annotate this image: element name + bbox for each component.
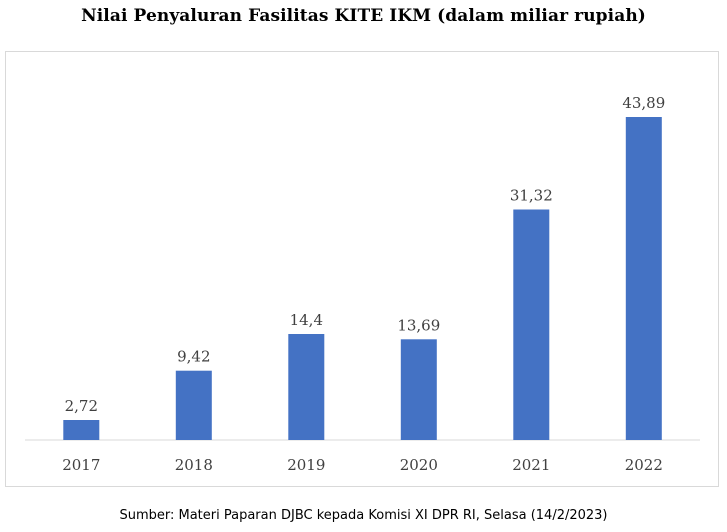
data-label-2022: 43,89 — [622, 94, 665, 112]
x-tick-label-2020: 2020 — [400, 456, 438, 474]
x-tick-label-2019: 2019 — [287, 456, 325, 474]
x-tick-label-2017: 2017 — [62, 456, 100, 474]
bar-2017 — [63, 420, 100, 440]
data-label-2018: 9,42 — [177, 348, 210, 366]
x-tick-label-2021: 2021 — [512, 456, 550, 474]
x-tick-label-2018: 2018 — [175, 456, 213, 474]
bar-2019 — [288, 334, 325, 440]
bar-2020 — [400, 339, 437, 440]
bar-2018 — [175, 370, 212, 440]
bar-2021 — [513, 209, 550, 440]
data-label-2021: 31,32 — [510, 187, 553, 205]
x-tick-label-2022: 2022 — [625, 456, 663, 474]
bar-chart: 2,72 2017 9,42 2018 14,4 2019 13,69 2020 31,32 20… — [25, 94, 700, 474]
data-label-2020: 13,69 — [397, 316, 440, 334]
data-label-2019: 14,4 — [290, 311, 323, 329]
chart-title: Nilai Penyaluran Fasilitas KITE IKM (dal… — [81, 6, 646, 26]
bar-2022 — [625, 117, 662, 440]
data-label-2017: 2,72 — [65, 397, 98, 415]
source-caption: Sumber: Materi Paparan DJBC kepada Komis… — [119, 508, 608, 523]
chart-area — [5, 51, 719, 487]
